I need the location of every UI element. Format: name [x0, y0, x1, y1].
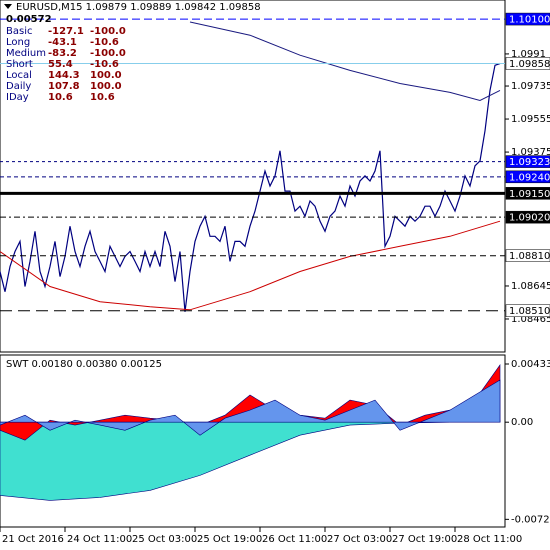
y-tick-label: 1.08645 — [511, 281, 550, 292]
y-tick-label: 0.00 — [511, 417, 533, 428]
level-label: 1.08810 — [509, 251, 550, 262]
level-box — [505, 304, 550, 317]
info-number: 144.3 — [48, 70, 80, 81]
level-box — [505, 57, 550, 70]
level-label: 1.09858 — [509, 59, 550, 70]
main-pane — [0, 0, 506, 353]
y-tick-label: 1.09735 — [511, 81, 550, 92]
level-label: 1.10100 — [509, 15, 550, 26]
y-tick-label: -0.00723 — [511, 514, 550, 525]
info-number: -100.0 — [90, 26, 126, 37]
symbol-header: EURUSD,M15 1.09879 1.09889 1.09842 1.098… — [16, 2, 261, 13]
info-label: Medium — [6, 48, 46, 59]
info-number: 100.0 — [90, 81, 122, 92]
x-tick-label: 25 Oct 03:00 — [132, 534, 197, 545]
info-label: Short — [6, 59, 33, 70]
info-label: Basic — [6, 26, 32, 37]
level-box — [505, 155, 550, 168]
x-tick-label: 26 Oct 11:00 — [262, 534, 327, 545]
x-tick-label: 24 Oct 11:00 — [67, 534, 132, 545]
price-line — [0, 62, 501, 312]
x-tick-label: 28 Oct 11:00 — [457, 534, 522, 545]
x-tick-label: 25 Oct 19:00 — [197, 534, 262, 545]
indicator-title: SWT 0.00180 0.00380 0.00125 — [6, 359, 162, 370]
level-label: 1.09150 — [509, 189, 550, 200]
level-box — [505, 187, 550, 200]
info-number: -43.1 — [48, 37, 77, 48]
info-number: -100.0 — [90, 48, 126, 59]
plot-layer — [0, 18, 505, 501]
info-number: -127.1 — [48, 26, 84, 37]
x-tick-label: 27 Oct 03:00 — [327, 534, 392, 545]
info-number: 55.4 — [48, 59, 73, 70]
info-number: -10.6 — [90, 37, 119, 48]
info-value: 0.00572 — [6, 14, 52, 25]
y-tick-label: 1.08465 — [511, 314, 550, 325]
level-box — [505, 170, 550, 184]
indicator-area — [0, 379, 501, 436]
y-tick-label: 0.00433 — [511, 359, 550, 370]
x-tick-label: 27 Oct 19:00 — [392, 534, 457, 545]
info-number: 100.0 — [90, 70, 122, 81]
level-box — [505, 12, 550, 26]
price-line — [189, 21, 501, 102]
level-box — [505, 210, 550, 224]
level-label: 1.09240 — [509, 172, 550, 183]
level-box — [505, 249, 550, 262]
y-tick-label: 1.09555 — [511, 114, 550, 125]
info-label: IDay — [6, 92, 29, 103]
x-tick-label: 21 Oct 2016 — [2, 534, 64, 545]
level-label: 1.09020 — [509, 213, 550, 224]
info-label: Local — [6, 70, 32, 81]
info-number: -83.2 — [48, 48, 77, 59]
y-tick-label: 1.0991 — [511, 49, 546, 60]
level-label: 1.08510 — [509, 306, 550, 317]
info-label: Daily — [6, 81, 31, 92]
info-number: 107.8 — [48, 81, 80, 92]
y-tick-label: 1.09375 — [511, 147, 550, 158]
info-number: 10.6 — [90, 92, 115, 103]
info-label: Long — [6, 37, 30, 48]
price-line — [0, 220, 501, 311]
info-number: -10.6 — [90, 59, 119, 70]
level-label: 1.09323 — [509, 157, 550, 168]
collapse-icon[interactable] — [4, 4, 12, 9]
info-number: 10.6 — [48, 92, 73, 103]
